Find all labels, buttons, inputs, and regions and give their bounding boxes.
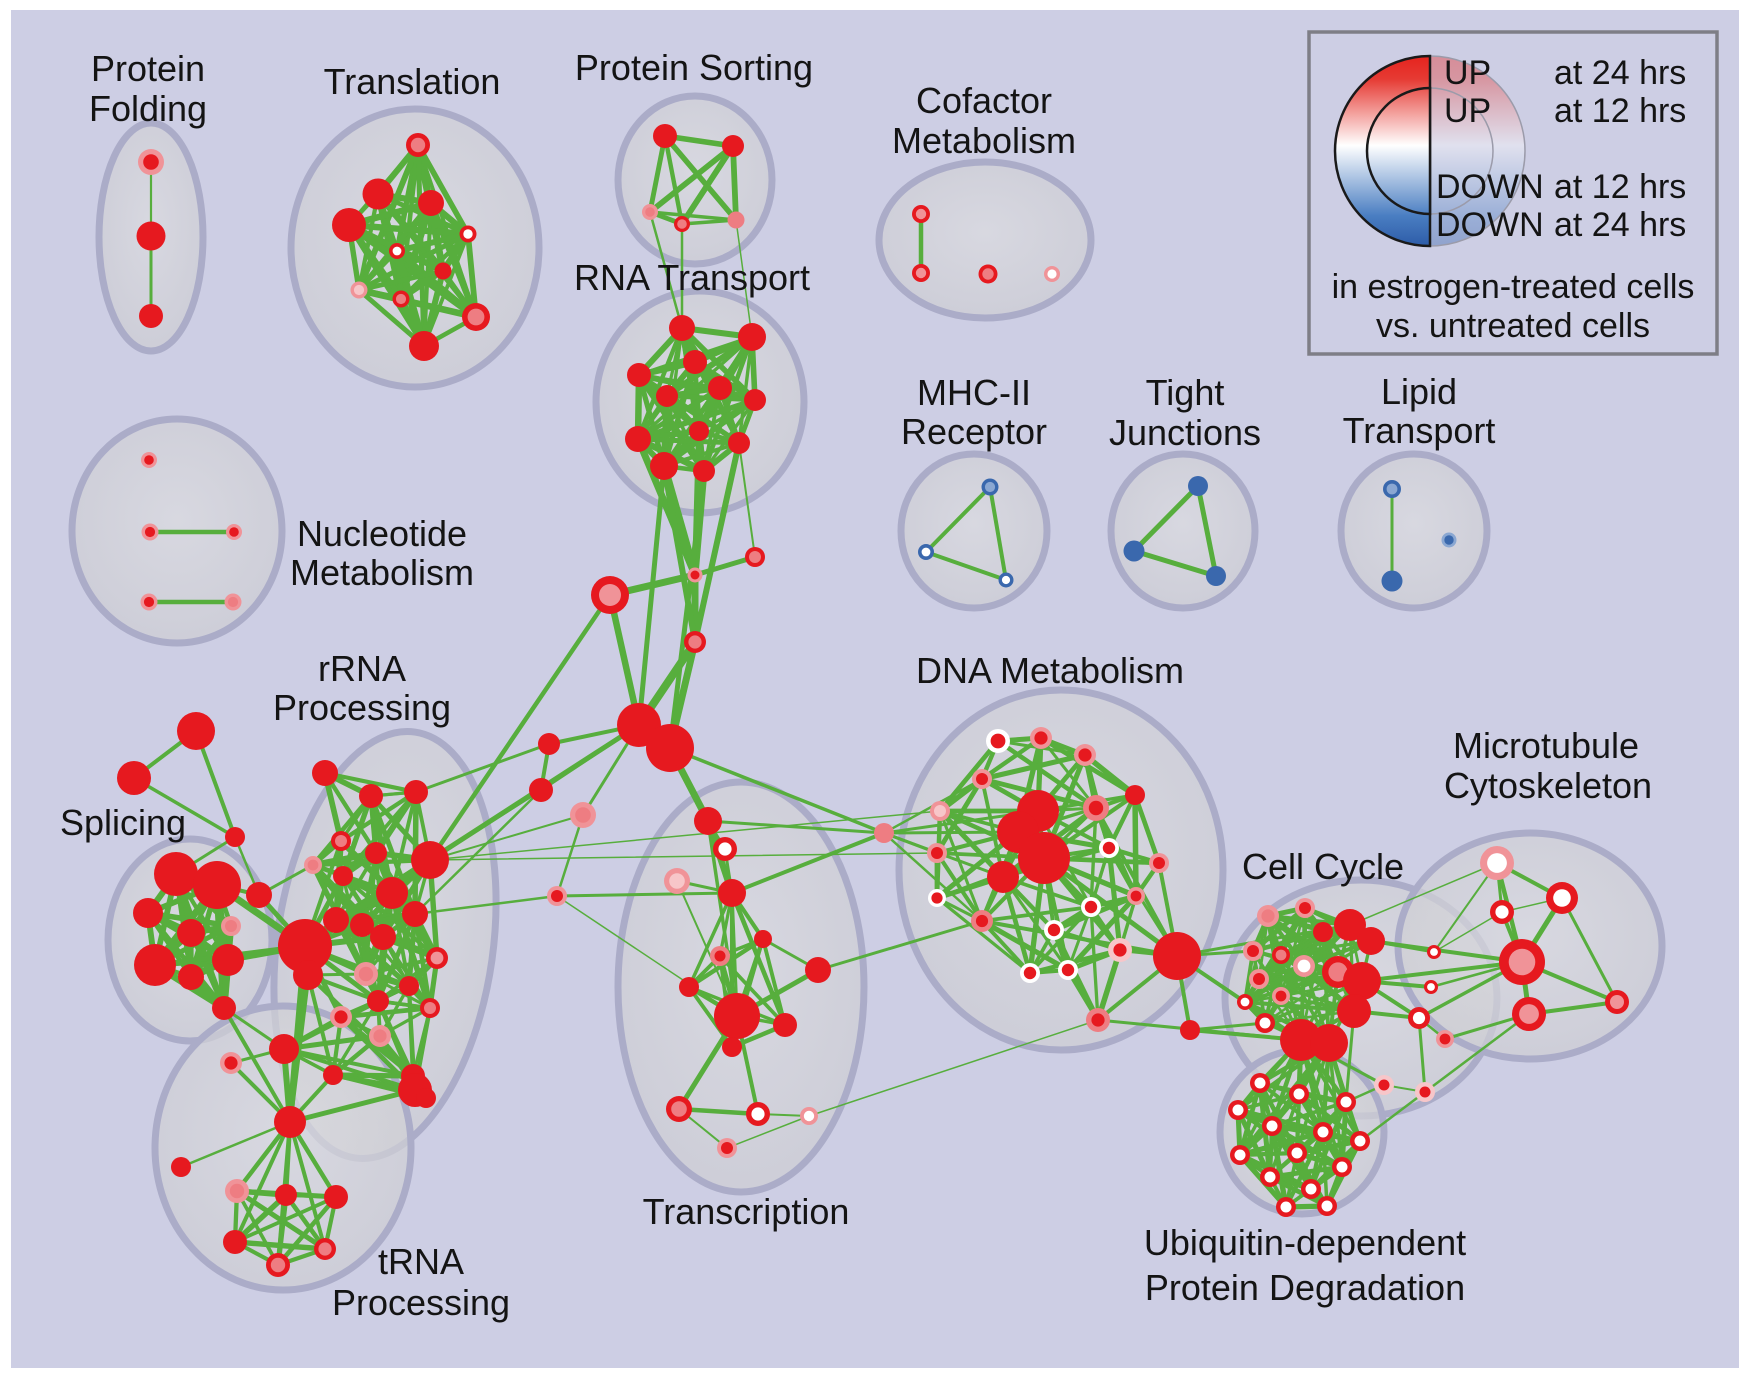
svg-text:Tight: Tight bbox=[1146, 372, 1225, 413]
svg-text:Processing: Processing bbox=[332, 1282, 510, 1323]
svg-text:tRNA: tRNA bbox=[378, 1241, 464, 1282]
svg-text:Microtubule: Microtubule bbox=[1453, 725, 1639, 766]
svg-text:DOWN: DOWN bbox=[1436, 206, 1544, 244]
svg-text:in estrogen-treated cells: in estrogen-treated cells bbox=[1332, 268, 1695, 306]
svg-text:Junctions: Junctions bbox=[1109, 412, 1261, 453]
svg-text:Metabolism: Metabolism bbox=[290, 552, 474, 593]
svg-text:Cell Cycle: Cell Cycle bbox=[1242, 846, 1404, 887]
svg-text:MHC-II: MHC-II bbox=[917, 372, 1031, 413]
svg-text:Cytoskeleton: Cytoskeleton bbox=[1444, 765, 1652, 806]
svg-text:vs. untreated cells: vs. untreated cells bbox=[1376, 307, 1650, 345]
svg-text:DNA Metabolism: DNA Metabolism bbox=[916, 650, 1184, 691]
svg-text:Nucleotide: Nucleotide bbox=[297, 513, 467, 554]
svg-text:RNA Transport: RNA Transport bbox=[574, 257, 810, 298]
svg-text:at 12 hrs: at 12 hrs bbox=[1554, 92, 1686, 130]
svg-text:Protein: Protein bbox=[91, 48, 205, 89]
svg-text:DOWN: DOWN bbox=[1436, 168, 1544, 206]
svg-text:rRNA: rRNA bbox=[318, 648, 406, 689]
svg-text:UP: UP bbox=[1444, 92, 1491, 130]
svg-text:at 12 hrs: at 12 hrs bbox=[1554, 168, 1686, 206]
svg-text:Folding: Folding bbox=[89, 88, 207, 129]
svg-text:Processing: Processing bbox=[273, 687, 451, 728]
svg-text:Metabolism: Metabolism bbox=[892, 120, 1076, 161]
svg-text:Transport: Transport bbox=[1343, 410, 1496, 451]
svg-text:Splicing: Splicing bbox=[60, 802, 186, 843]
svg-text:Protein Degradation: Protein Degradation bbox=[1145, 1267, 1465, 1308]
svg-text:at 24 hrs: at 24 hrs bbox=[1554, 54, 1686, 92]
svg-text:UP: UP bbox=[1444, 54, 1491, 92]
svg-text:Protein Sorting: Protein Sorting bbox=[575, 47, 813, 88]
svg-text:Lipid: Lipid bbox=[1381, 371, 1457, 412]
svg-text:Translation: Translation bbox=[324, 61, 501, 102]
svg-text:Cofactor: Cofactor bbox=[916, 80, 1052, 121]
svg-text:at 24 hrs: at 24 hrs bbox=[1554, 206, 1686, 244]
svg-text:Transcription: Transcription bbox=[643, 1191, 850, 1232]
svg-text:Ubiquitin-dependent: Ubiquitin-dependent bbox=[1144, 1222, 1466, 1263]
svg-text:Receptor: Receptor bbox=[901, 411, 1047, 452]
